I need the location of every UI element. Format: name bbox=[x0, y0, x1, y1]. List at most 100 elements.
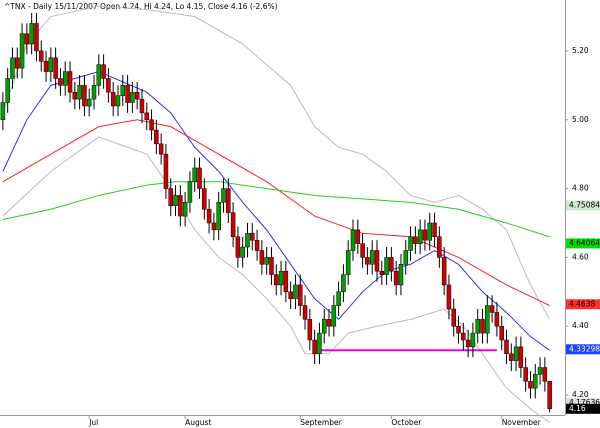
candle-body bbox=[297, 284, 303, 306]
price-label: 4.33298 bbox=[569, 344, 600, 353]
candle-body bbox=[245, 233, 250, 248]
price-label: 4.75084 bbox=[569, 200, 600, 209]
candle-body bbox=[547, 381, 552, 410]
candle-body bbox=[240, 246, 245, 258]
price-label-box bbox=[566, 200, 600, 211]
candle-body bbox=[456, 325, 461, 334]
candle-body bbox=[24, 33, 30, 45]
y-tick-label: 5.20 bbox=[572, 46, 589, 55]
candle-body bbox=[494, 312, 500, 327]
candle-body bbox=[321, 319, 327, 334]
candle-body bbox=[211, 222, 217, 231]
candle-body bbox=[259, 250, 265, 265]
candle-body bbox=[470, 332, 476, 348]
candle-body bbox=[408, 236, 413, 251]
candle-body bbox=[130, 91, 135, 103]
x-tick-label: September bbox=[300, 418, 342, 427]
candle-body bbox=[226, 188, 231, 213]
candle-body bbox=[158, 143, 164, 155]
candle-body bbox=[178, 195, 183, 217]
candle-body bbox=[19, 33, 25, 69]
candle-body bbox=[38, 50, 44, 62]
candle-body bbox=[389, 257, 394, 272]
candle-body bbox=[331, 305, 337, 327]
candle-body bbox=[326, 319, 332, 327]
candle-body bbox=[187, 181, 193, 203]
candle-body bbox=[58, 78, 63, 86]
candle-body bbox=[144, 112, 150, 121]
candle-body bbox=[110, 91, 116, 107]
candle-body bbox=[537, 367, 543, 375]
x-tick-label: Jul bbox=[88, 418, 98, 427]
candle-body bbox=[461, 332, 466, 341]
candle-body bbox=[509, 353, 514, 361]
candle-body bbox=[365, 257, 370, 265]
candle-body bbox=[441, 257, 447, 286]
candle-body bbox=[168, 188, 173, 207]
price-label-box bbox=[566, 398, 600, 409]
candle-body bbox=[345, 250, 351, 275]
price-label: 4.17636 bbox=[569, 398, 600, 407]
candle-body bbox=[77, 85, 82, 100]
candle-body bbox=[48, 57, 54, 72]
candle-body bbox=[302, 305, 308, 320]
candle-body bbox=[163, 153, 169, 189]
candle-body bbox=[43, 61, 49, 72]
candle-body bbox=[528, 381, 533, 389]
x-tick-label: August bbox=[185, 418, 211, 427]
candle-body bbox=[475, 319, 480, 334]
candle-body bbox=[62, 71, 68, 86]
candle-body bbox=[312, 339, 317, 354]
candle-body bbox=[288, 291, 293, 299]
candle-body bbox=[5, 78, 10, 103]
candle-body bbox=[398, 264, 404, 286]
candle-body bbox=[115, 95, 121, 107]
chart-title: ^TNX - Daily 15/11/2007 Open 4.24, Hi 4.… bbox=[4, 2, 278, 11]
candle-body bbox=[53, 57, 58, 79]
price-label: 4.16 bbox=[569, 404, 586, 413]
candle-body bbox=[523, 367, 528, 382]
candle-body bbox=[360, 243, 365, 258]
indicator-line bbox=[2, 181, 550, 238]
candle-body bbox=[283, 270, 289, 293]
candle-body bbox=[379, 270, 385, 275]
y-tick-label: 4.20 bbox=[572, 390, 589, 399]
candle-body bbox=[317, 332, 322, 354]
candle-body bbox=[451, 308, 456, 327]
candle-body bbox=[293, 284, 298, 299]
candle-body bbox=[235, 236, 241, 258]
candle-body bbox=[489, 305, 495, 313]
candle-body bbox=[182, 202, 188, 217]
candle-body bbox=[250, 233, 255, 241]
candle-body bbox=[374, 250, 380, 272]
candle-body bbox=[278, 270, 284, 286]
candle-body bbox=[542, 367, 548, 382]
price-label-box bbox=[566, 299, 600, 310]
candle-body bbox=[432, 222, 437, 237]
candle-body bbox=[72, 91, 78, 100]
candle-body bbox=[504, 339, 509, 354]
candle-body bbox=[82, 85, 87, 107]
candle-body bbox=[336, 291, 341, 306]
candle-body bbox=[173, 195, 178, 207]
candle-body bbox=[533, 374, 538, 389]
candle-body bbox=[101, 64, 106, 79]
candle-body bbox=[384, 257, 389, 275]
candle-body bbox=[485, 305, 490, 334]
candle-body bbox=[221, 188, 226, 203]
candle-body bbox=[393, 270, 399, 286]
candle-body bbox=[15, 57, 20, 69]
candle-body bbox=[29, 23, 34, 45]
candle-body bbox=[403, 250, 409, 265]
x-tick-label: November bbox=[502, 418, 542, 427]
candle-body bbox=[106, 78, 111, 93]
candle-body bbox=[437, 236, 442, 258]
candle-body bbox=[264, 257, 269, 265]
candle-body bbox=[369, 250, 375, 265]
candle-body bbox=[446, 284, 452, 310]
x-tick-label: October bbox=[391, 418, 422, 427]
candle-body bbox=[513, 346, 519, 361]
candle-body bbox=[465, 339, 471, 348]
candle-body bbox=[216, 202, 221, 231]
